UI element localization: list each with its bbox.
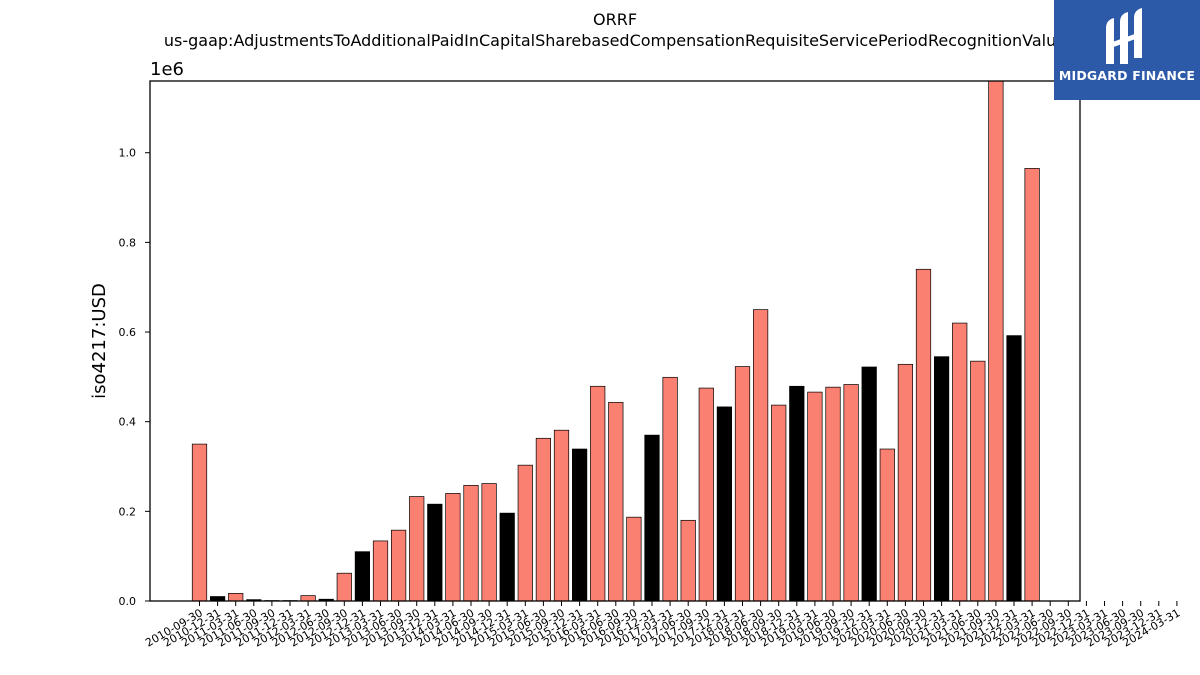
bar-2012-09-30 [336,572,352,602]
bar-2017-09-30 [698,387,714,602]
bar-2021-09-30 [988,80,1004,602]
logo-text: MIDGARD FINANCE [1058,68,1196,83]
y-tick-label: 0.6 [119,326,137,339]
bar-2012-12-31 [354,551,370,602]
bar-2010-09-30 [191,443,208,602]
bar-2017-06-30 [680,519,696,602]
bar-2013-09-30 [409,496,425,602]
bar-2011-03-31 [228,593,244,602]
bar-2019-12-31 [861,366,877,602]
bar-2014-12-31 [499,512,515,602]
bar-2018-09-30 [771,404,787,602]
bar-2015-12-31 [571,448,588,602]
plot-frame [149,80,1081,602]
bar-2018-12-31 [789,385,805,602]
bar-2021-12-31 [1006,335,1022,602]
bar-2014-09-30 [481,483,497,602]
bar-2020-03-31 [879,448,895,602]
bar-2020-06-30 [897,363,914,602]
y-tick-label: 1.0 [119,147,137,160]
bar-2019-09-30 [843,384,859,602]
bar-2013-06-30 [391,529,407,602]
bar-2018-03-31 [734,366,751,602]
chart-subtitle: us-gaap:AdjustmentsToAdditionalPaidInCap… [164,31,1066,50]
bar-2022-03-31 [1024,168,1040,602]
bar-2016-06-30 [608,402,624,602]
bar-2021-06-30 [970,360,986,602]
y-tick-label: 0.2 [119,505,137,518]
bar-2018-06-30 [752,309,769,602]
bar-2019-03-31 [807,391,823,602]
y-tick-label: 0.4 [119,416,137,429]
bar-2013-03-31 [372,540,389,602]
bar-2010-12-31 [210,596,226,602]
bar-2016-03-31 [590,385,606,602]
bar-2012-03-31 [300,595,316,602]
bar-2021-03-31 [952,322,968,602]
bar-2014-06-30 [463,484,479,602]
bar-2015-09-30 [553,429,570,602]
midgard-logo-icon [1106,8,1142,64]
y-tick-label: 0.0 [119,595,137,608]
bar-2016-12-31 [644,434,660,602]
bar-2014-03-31 [445,493,461,602]
bar-2020-09-30 [915,268,932,602]
chart-title: ORRF [593,10,637,29]
midgard-finance-logo: MIDGARD FINANCE [1054,0,1200,100]
bar-2013-12-31 [427,503,443,602]
bar-2016-09-30 [626,516,642,602]
bar-2020-12-31 [933,356,950,602]
bar-2017-03-31 [662,376,678,602]
bar-2015-06-30 [535,437,552,602]
y-scale-label: 1e6 [150,59,184,80]
bar-2017-12-31 [716,406,733,602]
bar-2015-03-31 [517,464,533,602]
bar-2019-06-30 [825,386,841,602]
y-axis-label: iso4217:USD [89,283,110,399]
y-tick-label: 0.8 [119,236,137,249]
